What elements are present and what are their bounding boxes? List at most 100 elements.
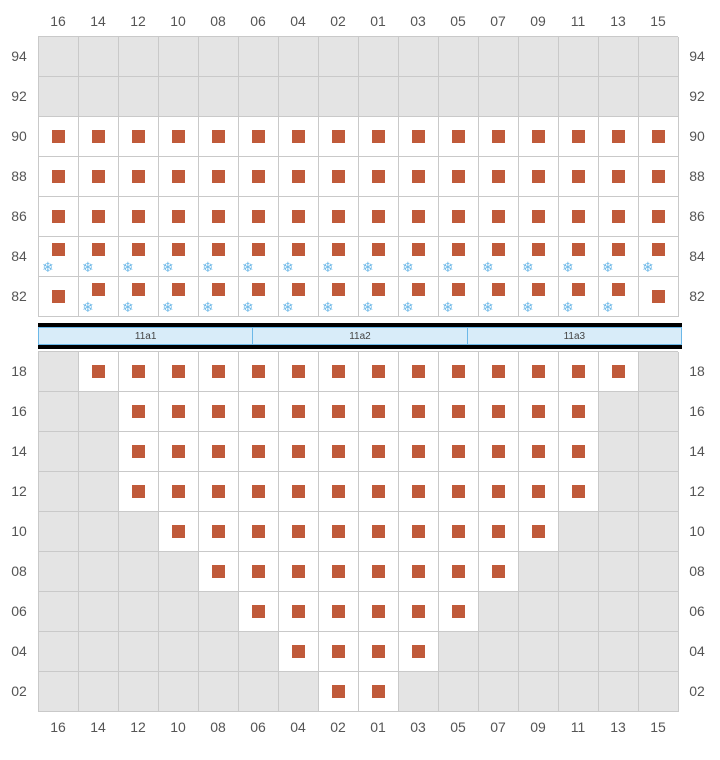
seat-cell[interactable]	[239, 117, 279, 157]
seat-cell[interactable]	[399, 392, 439, 432]
seat-cell[interactable]	[559, 157, 599, 197]
seat-cell[interactable]	[119, 352, 159, 392]
seat-cell[interactable]	[319, 432, 359, 472]
seat-cell[interactable]: ❄	[599, 277, 639, 317]
seat-cell[interactable]	[599, 352, 639, 392]
seat-cell[interactable]	[399, 352, 439, 392]
seat-cell[interactable]: ❄	[119, 237, 159, 277]
seat-cell[interactable]	[519, 512, 559, 552]
seat-cell[interactable]	[519, 432, 559, 472]
seat-cell[interactable]	[439, 197, 479, 237]
seat-cell[interactable]	[239, 392, 279, 432]
seat-cell[interactable]: ❄	[199, 277, 239, 317]
seat-cell[interactable]	[359, 392, 399, 432]
seat-cell[interactable]	[479, 472, 519, 512]
seat-cell[interactable]	[39, 117, 79, 157]
seat-cell[interactable]	[319, 197, 359, 237]
seat-cell[interactable]	[39, 157, 79, 197]
seat-cell[interactable]: ❄	[479, 237, 519, 277]
seat-cell[interactable]	[559, 352, 599, 392]
seat-cell[interactable]	[359, 632, 399, 672]
seat-cell[interactable]	[279, 432, 319, 472]
seat-cell[interactable]	[439, 472, 479, 512]
seat-cell[interactable]	[279, 197, 319, 237]
seat-cell[interactable]	[279, 552, 319, 592]
seat-cell[interactable]	[479, 392, 519, 432]
seat-cell[interactable]	[79, 197, 119, 237]
seat-cell[interactable]	[599, 157, 639, 197]
seat-cell[interactable]: ❄	[519, 277, 559, 317]
seat-cell[interactable]	[119, 197, 159, 237]
seat-cell[interactable]: ❄	[279, 237, 319, 277]
seat-cell[interactable]	[119, 472, 159, 512]
seat-cell[interactable]	[439, 352, 479, 392]
seat-cell[interactable]	[439, 117, 479, 157]
seat-cell[interactable]	[279, 352, 319, 392]
seat-cell[interactable]	[239, 552, 279, 592]
seat-cell[interactable]: ❄	[199, 237, 239, 277]
seat-cell[interactable]	[519, 197, 559, 237]
seat-cell[interactable]	[39, 197, 79, 237]
seat-cell[interactable]: ❄	[439, 277, 479, 317]
seat-cell[interactable]	[239, 197, 279, 237]
seat-cell[interactable]	[119, 392, 159, 432]
seat-cell[interactable]	[359, 592, 399, 632]
seat-cell[interactable]: ❄	[359, 277, 399, 317]
seat-cell[interactable]	[159, 432, 199, 472]
seat-cell[interactable]	[359, 512, 399, 552]
seat-cell[interactable]	[479, 197, 519, 237]
seat-cell[interactable]	[359, 352, 399, 392]
seat-cell[interactable]	[479, 157, 519, 197]
seat-cell[interactable]	[479, 352, 519, 392]
seat-cell[interactable]	[319, 592, 359, 632]
seat-cell[interactable]	[319, 392, 359, 432]
seat-cell[interactable]	[239, 512, 279, 552]
seat-cell[interactable]	[239, 157, 279, 197]
seat-cell[interactable]	[479, 552, 519, 592]
seat-cell[interactable]	[639, 197, 679, 237]
seat-cell[interactable]	[559, 117, 599, 157]
seat-cell[interactable]	[599, 197, 639, 237]
seat-cell[interactable]	[159, 392, 199, 432]
seat-cell[interactable]: ❄	[399, 237, 439, 277]
seat-cell[interactable]	[639, 157, 679, 197]
seat-cell[interactable]: ❄	[399, 277, 439, 317]
seat-cell[interactable]: ❄	[239, 237, 279, 277]
seat-cell[interactable]: ❄	[239, 277, 279, 317]
seat-cell[interactable]	[279, 157, 319, 197]
seat-cell[interactable]	[399, 197, 439, 237]
seat-cell[interactable]	[399, 157, 439, 197]
seat-cell[interactable]	[359, 552, 399, 592]
seat-cell[interactable]	[319, 672, 359, 712]
seat-cell[interactable]	[399, 432, 439, 472]
seat-cell[interactable]	[199, 512, 239, 552]
seat-cell[interactable]	[319, 352, 359, 392]
seat-cell[interactable]	[319, 157, 359, 197]
seat-cell[interactable]	[359, 117, 399, 157]
seat-cell[interactable]	[439, 432, 479, 472]
seat-cell[interactable]	[199, 552, 239, 592]
seat-cell[interactable]	[359, 472, 399, 512]
seat-cell[interactable]	[479, 117, 519, 157]
seat-cell[interactable]	[199, 472, 239, 512]
seat-cell[interactable]	[359, 197, 399, 237]
seat-cell[interactable]	[439, 392, 479, 432]
seat-cell[interactable]: ❄	[559, 277, 599, 317]
seat-cell[interactable]	[239, 592, 279, 632]
seat-cell[interactable]	[319, 552, 359, 592]
seat-cell[interactable]	[239, 352, 279, 392]
seat-cell[interactable]	[399, 117, 439, 157]
seat-cell[interactable]	[279, 512, 319, 552]
seat-cell[interactable]: ❄	[159, 237, 199, 277]
seat-cell[interactable]	[599, 117, 639, 157]
seat-cell[interactable]: ❄	[319, 237, 359, 277]
seat-cell[interactable]	[639, 277, 679, 317]
seat-cell[interactable]	[199, 392, 239, 432]
seat-cell[interactable]	[639, 117, 679, 157]
seat-cell[interactable]: ❄	[639, 237, 679, 277]
seat-cell[interactable]	[119, 432, 159, 472]
seat-cell[interactable]	[359, 157, 399, 197]
seat-cell[interactable]	[159, 157, 199, 197]
seat-cell[interactable]	[159, 117, 199, 157]
seat-cell[interactable]	[359, 672, 399, 712]
